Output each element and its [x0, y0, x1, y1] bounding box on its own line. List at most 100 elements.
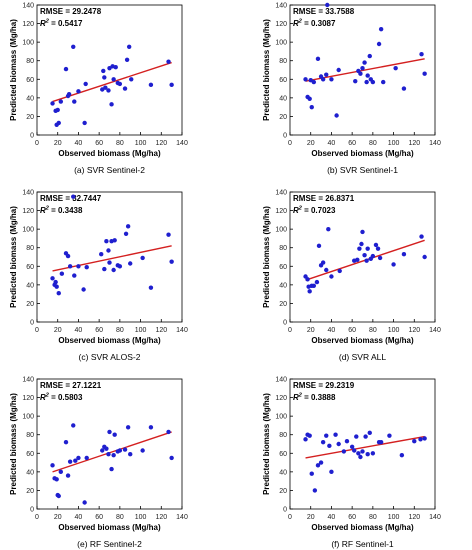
data-point: [124, 57, 130, 62]
data-point: [148, 82, 154, 88]
data-point: [73, 458, 78, 463]
data-point: [355, 257, 360, 262]
data-point: [122, 447, 128, 452]
r2-superscript: 2: [298, 206, 302, 212]
r2-value: = 0.3438: [49, 206, 83, 215]
data-point: [349, 444, 355, 449]
data-point: [357, 246, 362, 251]
data-point: [76, 89, 81, 94]
y-tick-label: 0: [283, 320, 287, 327]
data-point: [307, 433, 312, 438]
data-point: [169, 455, 174, 461]
x-tick-label: 20: [307, 514, 315, 521]
data-point: [112, 238, 117, 243]
data-point: [128, 452, 133, 457]
r2-superscript: 2: [298, 393, 302, 399]
data-point: [336, 67, 341, 73]
data-point: [329, 469, 334, 475]
chart-panel-1: 0 20 40 60 80 100 120 140 0 20 40 60 80 100 120 140 Obse…: [9, 3, 188, 176]
data-point: [102, 266, 107, 272]
x-tick-label: 40: [75, 514, 83, 521]
x-tick-label: 120: [155, 327, 167, 334]
y-tick-label: 40: [279, 469, 287, 476]
data-point: [56, 120, 61, 126]
data-point: [169, 259, 174, 264]
y-tick-label: 80: [26, 245, 34, 252]
x-tick-label: 100: [388, 327, 400, 334]
x-axis-label: Observed biomass (Mg/ha): [311, 336, 414, 345]
data-point: [84, 455, 89, 461]
r2-symbol: R: [40, 393, 46, 402]
y-tick-label: 80: [279, 245, 287, 252]
y-tick-label: 60: [279, 264, 287, 271]
y-tick-label: 100: [275, 414, 287, 421]
data-point: [83, 81, 88, 87]
rmse-label: RMSE = 27.1221: [40, 381, 102, 390]
y-tick-label: 20: [26, 114, 34, 121]
data-point: [67, 459, 73, 464]
data-point: [364, 258, 369, 263]
y-tick-label: 120: [275, 395, 287, 402]
y-tick-label: 0: [30, 507, 34, 514]
data-point: [422, 254, 427, 260]
data-point: [117, 448, 123, 453]
data-point: [341, 449, 347, 454]
data-point: [359, 241, 364, 247]
r2-label: R2 = 0.3438: [40, 206, 83, 216]
panel-caption: (a) SVR Sentinel-2: [74, 165, 145, 175]
data-point: [103, 85, 108, 90]
data-point: [117, 264, 123, 269]
fit-line: [52, 245, 172, 272]
y-tick-label: 20: [279, 488, 287, 495]
r2-superscript: 2: [45, 19, 49, 25]
y-tick-label: 80: [26, 58, 34, 65]
x-axis-label: Observed biomass (Mg/ha): [58, 149, 161, 158]
data-point: [365, 73, 370, 78]
data-point: [54, 284, 59, 289]
y-tick-label: 40: [26, 95, 34, 102]
data-point: [82, 120, 87, 126]
data-point: [307, 96, 312, 101]
data-point: [365, 452, 370, 457]
data-point: [329, 77, 334, 82]
data-point: [71, 423, 76, 428]
x-tick-label: 60: [95, 514, 103, 521]
data-point: [129, 77, 134, 82]
x-tick-label: 140: [429, 327, 441, 334]
fit-line: [52, 61, 172, 103]
data-point: [362, 60, 367, 65]
data-point: [370, 79, 376, 85]
x-tick-label: 0: [288, 140, 292, 147]
data-point: [56, 291, 61, 296]
data-point: [125, 224, 131, 229]
data-point: [122, 86, 128, 91]
rmse-label: RMSE = 26.8371: [293, 194, 355, 203]
data-point: [314, 279, 320, 285]
rmse-label: RMSE = 29.2478: [40, 7, 102, 16]
data-point: [412, 439, 417, 444]
data-point: [334, 113, 339, 118]
r2-symbol: R: [293, 393, 299, 402]
y-tick-label: 120: [275, 21, 287, 28]
data-point: [360, 229, 365, 235]
data-point: [318, 460, 324, 465]
data-point: [111, 452, 116, 458]
data-point: [65, 253, 71, 259]
x-tick-label: 120: [408, 514, 420, 521]
data-point: [111, 267, 116, 273]
data-point: [419, 52, 424, 57]
r2-value: = 0.5417: [49, 19, 83, 28]
x-tick-label: 60: [348, 140, 356, 147]
x-tick-label: 140: [429, 140, 441, 147]
data-point: [320, 439, 326, 445]
x-axis-label: Observed biomass (Mg/ha): [311, 523, 414, 532]
panel-caption: (b) SVR Sentinel-1: [327, 165, 398, 175]
data-point: [99, 252, 104, 257]
data-point: [106, 248, 111, 253]
data-point: [352, 448, 357, 453]
fit-line: [305, 58, 425, 82]
chart-panel-6: 0 20 40 60 80 100 120 140 0 20 40 60 80 100 120 140 Obse…: [262, 377, 441, 550]
data-point: [59, 271, 65, 276]
data-point: [305, 277, 310, 282]
x-tick-label: 60: [348, 327, 356, 334]
